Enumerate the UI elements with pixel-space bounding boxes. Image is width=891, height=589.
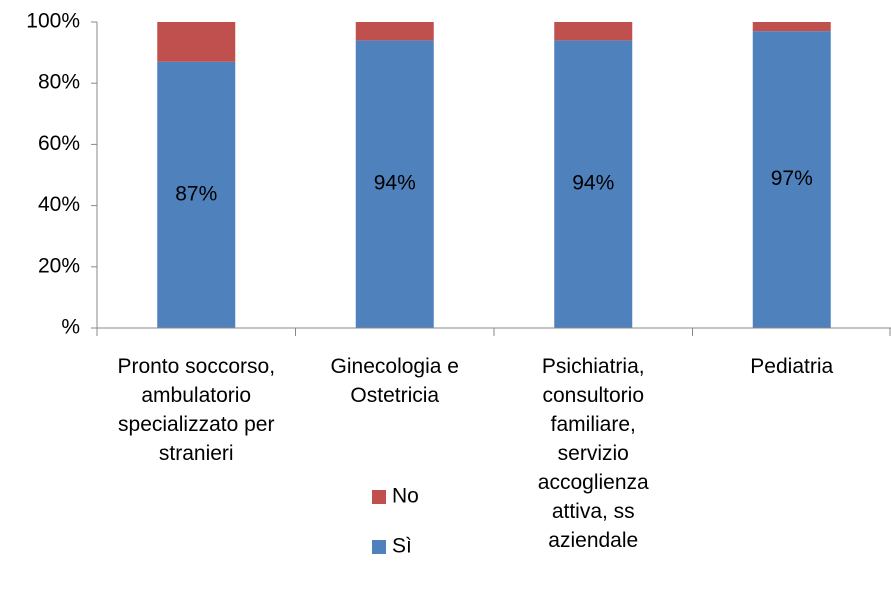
bar-segment — [355, 40, 434, 329]
bar-segment — [554, 22, 633, 41]
y-tick-label: 20% — [38, 254, 80, 277]
y-tick-label: 80% — [38, 71, 80, 94]
bar-segment — [355, 22, 434, 41]
data-label: 87% — [175, 182, 217, 205]
x-tick-label: Pediatria — [750, 355, 834, 378]
bar-segment — [752, 22, 831, 32]
x-tick-label: Ginecologia e Ostetricia — [330, 355, 459, 407]
data-label: 94% — [572, 172, 614, 195]
legend-label: Sì — [392, 535, 412, 558]
x-tick-label: Pronto soccorso, ambulatorio specializza… — [117, 355, 276, 465]
bar-segment — [157, 61, 236, 328]
y-tick-label: % — [61, 316, 80, 339]
y-tick-label: 40% — [38, 193, 80, 216]
legend-swatch — [372, 540, 386, 554]
data-label: 97% — [771, 167, 813, 190]
y-tick-label: 100% — [26, 10, 80, 33]
bar-segment — [157, 22, 236, 62]
x-tick-label: Psichiatria, consultorio familiare, serv… — [537, 355, 649, 552]
bar-segment — [752, 31, 831, 329]
legend-swatch — [372, 490, 386, 504]
legend-label: No — [392, 485, 419, 508]
data-label: 94% — [374, 172, 416, 195]
y-tick-label: 60% — [38, 132, 80, 155]
bar-segment — [554, 40, 633, 329]
